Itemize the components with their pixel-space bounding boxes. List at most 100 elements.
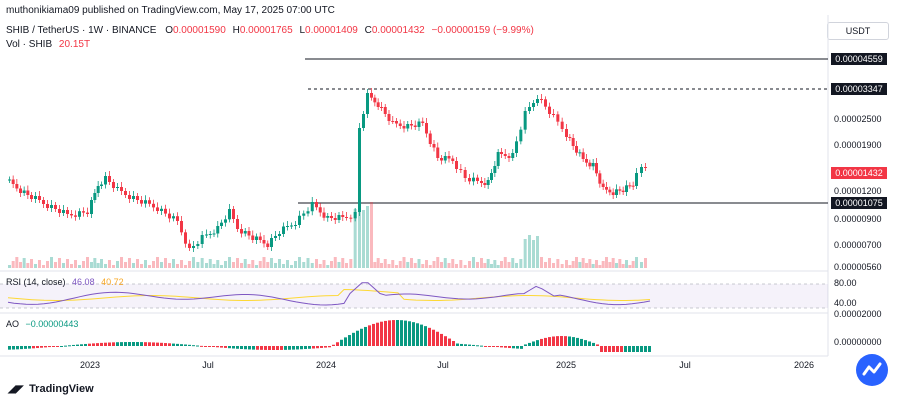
candle-body [205, 234, 208, 236]
ao-bar [440, 333, 443, 346]
volume-bar [164, 258, 167, 268]
volume-bar [463, 265, 467, 268]
candle-body [96, 186, 100, 193]
volume-bar [136, 259, 139, 268]
rsi-legend[interactable]: RSI (14, close) 46.08 40.72 [6, 277, 124, 287]
replay-badge-icon[interactable] [856, 354, 888, 386]
candle-body [341, 215, 345, 217]
volume-label[interactable]: Vol · SHIB [6, 39, 53, 50]
candle-body [440, 158, 443, 161]
ao-bar [96, 343, 99, 346]
high-label: H [232, 25, 240, 36]
ao-bar [452, 341, 455, 346]
volume-bar [278, 259, 281, 268]
candle-body [486, 180, 490, 185]
candle-body [640, 167, 643, 173]
ao-bar [404, 320, 407, 346]
time-tick: Jul [437, 360, 449, 370]
volume-bar [552, 263, 555, 268]
ao-bar [360, 328, 363, 346]
volume-bar [262, 257, 266, 268]
ao-bar [176, 343, 179, 346]
candle-body [93, 193, 97, 200]
volume-bar [120, 257, 123, 268]
tradingview-logo[interactable]: ◢◤ TradingView [8, 383, 94, 395]
candle-body [258, 236, 262, 240]
ao-bar [60, 346, 63, 347]
volume-value: 20.15T [58, 39, 91, 50]
publish-info: muthonikiama09 published on TradingView.… [6, 5, 335, 16]
volume-bar [568, 265, 572, 268]
volume-bar [128, 258, 131, 268]
ao-bar [448, 338, 451, 346]
volume-bar [451, 259, 455, 268]
volume-bar [406, 262, 410, 268]
candle-body [410, 124, 413, 126]
ao-bar [236, 346, 239, 349]
volume-bar [436, 257, 440, 268]
candle-body [243, 231, 247, 234]
volume-bar [585, 263, 588, 268]
ao-bar [544, 337, 547, 346]
ao-bar [72, 344, 75, 346]
candle-body [621, 190, 625, 192]
candle-body [168, 213, 171, 219]
volume-bar [58, 258, 61, 268]
open-value: 0.00001590 [172, 25, 226, 36]
ao-bar [436, 331, 439, 346]
volume-bar [274, 263, 277, 268]
candle-body [548, 106, 551, 114]
candle-body [266, 243, 270, 247]
price-tick: 0.00000900 [834, 214, 882, 224]
candle-body [635, 173, 638, 186]
volume-bar [176, 264, 179, 268]
ao-bar [288, 346, 291, 350]
time-tick: Jul [679, 360, 691, 370]
candle-body [152, 203, 155, 208]
volume-bar [240, 263, 243, 268]
ao-bar [636, 346, 639, 352]
candle-body [413, 125, 417, 127]
ao-bar [56, 346, 59, 347]
ao-bar [568, 336, 571, 346]
candle-body [294, 225, 297, 226]
candle-body [270, 238, 273, 247]
ao-bar [600, 346, 603, 352]
volume-bar [302, 262, 306, 268]
ao-bar [640, 346, 643, 352]
volume-bar [618, 259, 622, 268]
candle-body [571, 138, 575, 146]
candle-body [519, 129, 523, 142]
symbol-info[interactable]: SHIB / TetherUS · 1W · BINANCE [6, 25, 157, 36]
volume-bar [540, 257, 543, 268]
candle-body [128, 195, 131, 199]
ao-bar [196, 345, 199, 347]
candle-body [70, 214, 73, 216]
volume-bar [104, 264, 107, 268]
volume-bar [318, 264, 322, 268]
ao-bar [8, 346, 11, 350]
candle-body [472, 177, 475, 182]
ao-bar [296, 346, 299, 350]
candle-body [62, 210, 65, 213]
candle-body [192, 246, 195, 248]
ao-bar [316, 346, 319, 349]
ao-bar [44, 346, 47, 348]
ao-bar [620, 346, 623, 352]
candle-body [605, 187, 608, 190]
ao-bar [300, 346, 303, 350]
ao-legend[interactable]: AO −0.00000443 [6, 319, 78, 329]
ao-bar [192, 345, 195, 347]
candle-body [581, 152, 585, 159]
ao-bar [328, 346, 331, 348]
ao-bar [632, 346, 635, 352]
volume-bar [148, 265, 151, 268]
volume-bar [200, 258, 204, 268]
ao-bar [344, 337, 347, 346]
ao-bar [40, 346, 43, 348]
candle-body [373, 97, 377, 103]
candle-body [387, 114, 391, 121]
candle-body [588, 162, 592, 167]
ao-bar [560, 336, 563, 346]
